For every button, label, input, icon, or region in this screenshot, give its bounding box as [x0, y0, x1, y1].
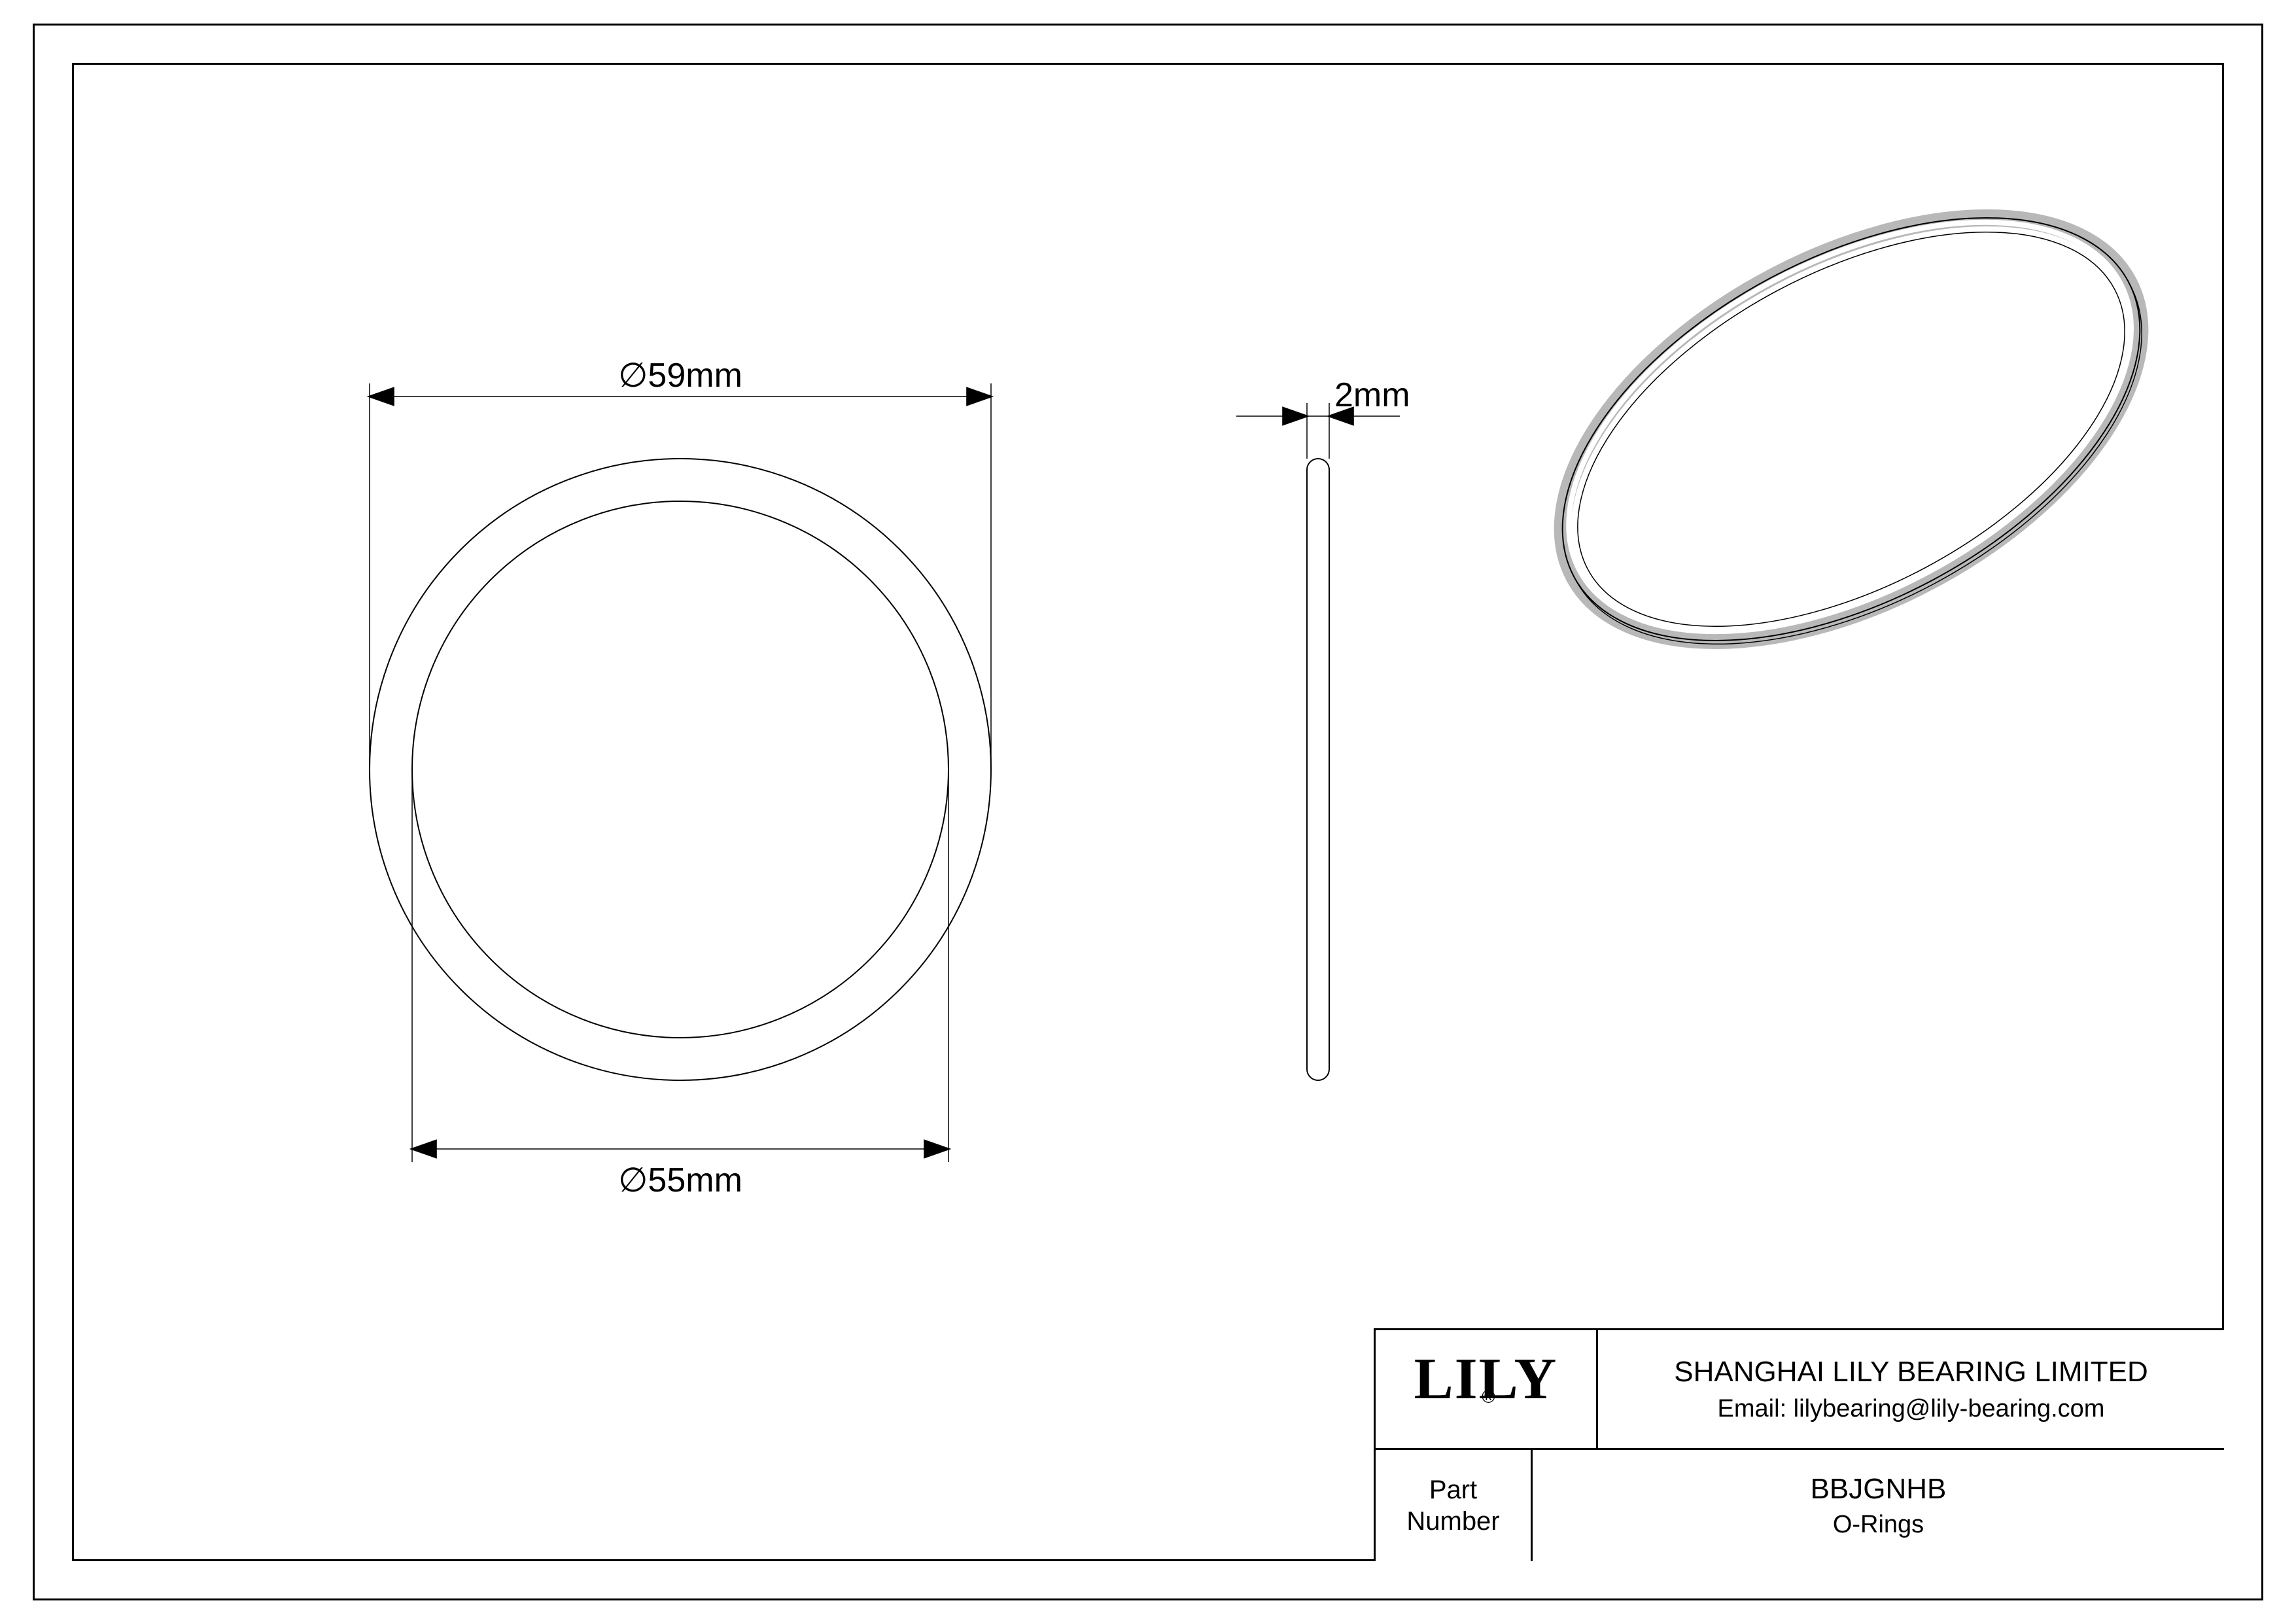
dim-inner-label: ∅55mm [618, 1161, 742, 1199]
dim-thickness: 2mm [1236, 376, 1410, 459]
part-number-label-cell: Part Number [1376, 1450, 1533, 1561]
registered-mark: ® [1482, 1386, 1495, 1407]
dim-inner-diameter: ∅55mm [412, 769, 948, 1199]
company-cell: SHANGHAI LILY BEARING LIMITED Email: lil… [1598, 1330, 2224, 1448]
part-number-value-cell: BBJGNHB O-Rings [1533, 1450, 2224, 1561]
part-number-label-line2: Number [1406, 1506, 1499, 1537]
product-description: O-Rings [1833, 1511, 1924, 1539]
title-block-row-company: LILY® SHANGHAI LILY BEARING LIMITED Emai… [1376, 1330, 2224, 1450]
dim-thickness-label: 2mm [1334, 376, 1410, 414]
iso-view [1493, 130, 2210, 732]
logo-cell: LILY® [1376, 1330, 1598, 1448]
title-block-row-part: Part Number BBJGNHB O-Rings [1376, 1450, 2224, 1561]
side-view: 2mm [1236, 376, 1410, 1080]
title-block: LILY® SHANGHAI LILY BEARING LIMITED Emai… [1374, 1328, 2224, 1561]
part-number: BBJGNHB [1811, 1473, 1947, 1506]
company-name: SHANGHAI LILY BEARING LIMITED [1674, 1356, 2148, 1388]
front-view: ∅59mm ∅55mm [370, 357, 991, 1199]
dim-outer-label: ∅59mm [618, 357, 742, 395]
dim-outer-diameter: ∅59mm [370, 357, 991, 769]
company-email: Email: lilybearing@lily-bearing.com [1718, 1395, 2105, 1423]
part-number-label-line1: Part [1429, 1474, 1477, 1506]
